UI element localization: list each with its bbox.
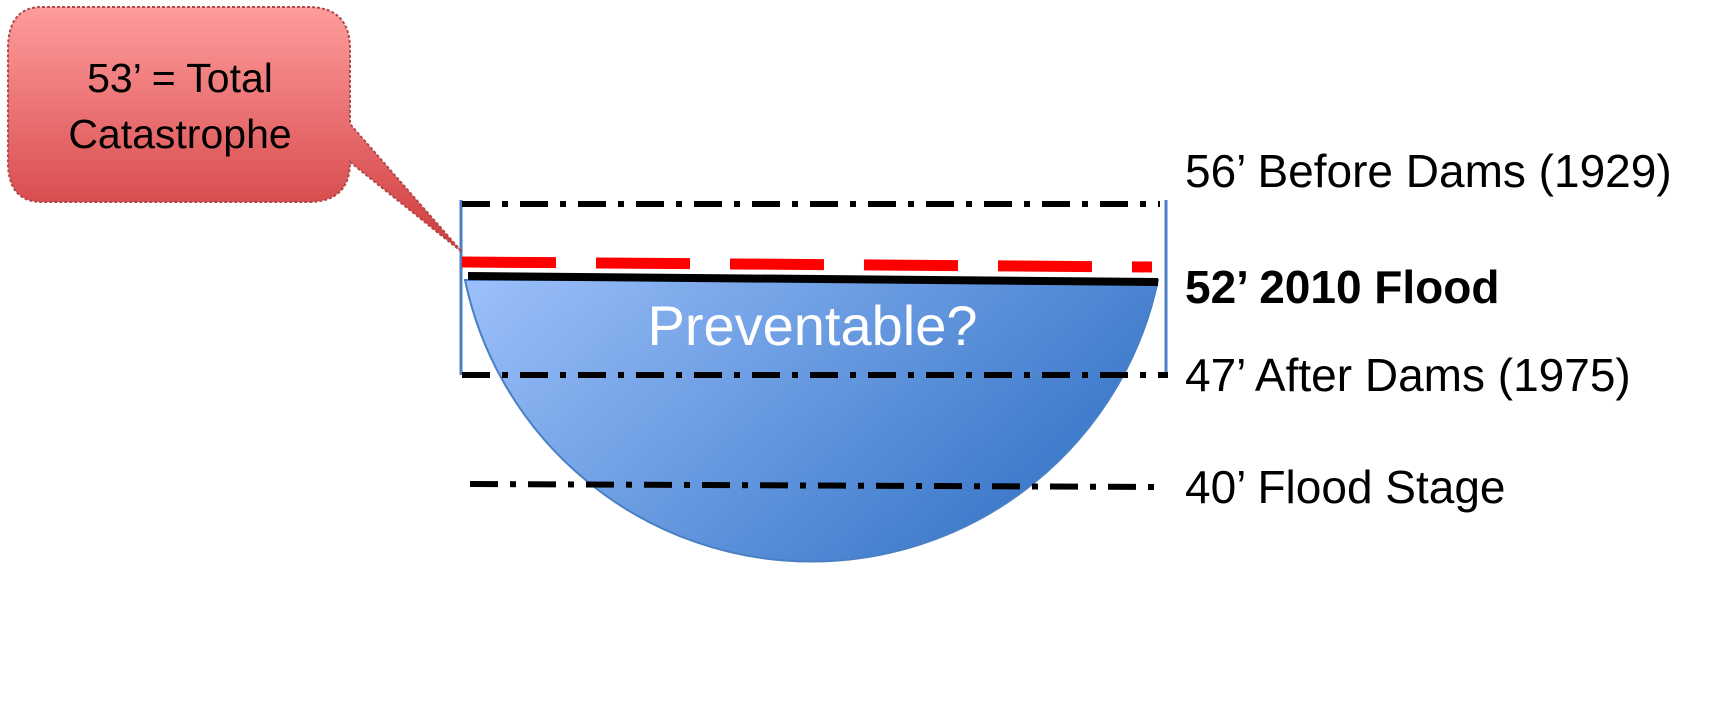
- level-label-40: 40’ Flood Stage: [1185, 461, 1506, 513]
- level-label-47: 47’ After Dams (1975): [1185, 349, 1631, 401]
- basin-label: Preventable?: [647, 294, 978, 357]
- level-line-53-catastrophe: [461, 256, 1153, 273]
- level-label-52: 52’ 2010 Flood: [1185, 261, 1500, 313]
- callout-bubble: [7, 6, 463, 253]
- level-label-56: 56’ Before Dams (1929): [1185, 145, 1672, 197]
- callout-text: 53’ = Total Catastrophe: [68, 55, 292, 157]
- level-line-52-2010-flood: [467, 272, 1159, 286]
- water-basin: [463, 279, 1160, 563]
